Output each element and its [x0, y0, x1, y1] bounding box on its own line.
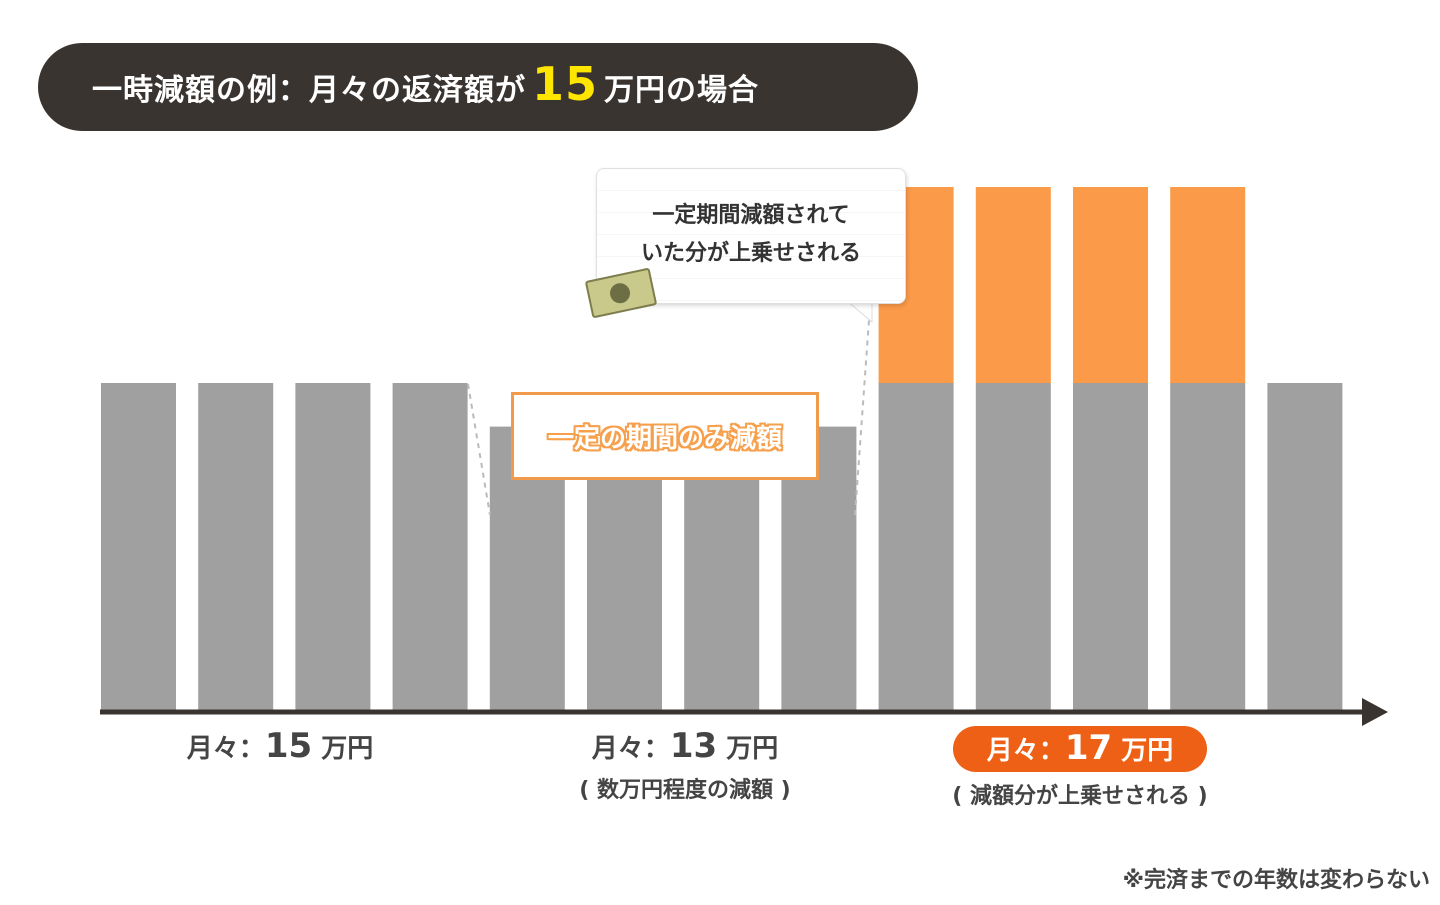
callout-line-2: いた分が上乗せされる	[640, 241, 861, 266]
bar-base-10	[975, 383, 1051, 710]
bar-base-12	[1170, 383, 1246, 710]
increased-note: ( 減額分が上乗せされる )	[952, 784, 1208, 809]
normal-unit: 万円	[312, 734, 374, 764]
increased-payment-label: 月々：17 万円 ( 減額分が上乗せされる )	[910, 726, 1250, 810]
increased-amount: 17	[1064, 728, 1113, 768]
reduced-amount: 13	[669, 726, 718, 766]
reduced-prefix: 月々：	[591, 734, 670, 764]
callout-line-1: 一定期間減額されて	[652, 203, 850, 228]
bar-base-2	[198, 383, 274, 710]
bar-base-13	[1267, 383, 1343, 710]
reduced-note: ( 数万円程度の減額 )	[579, 778, 791, 803]
bar-extra-11	[1073, 187, 1148, 383]
increased-unit: 万円	[1112, 736, 1174, 766]
bar-base-9	[878, 383, 954, 710]
bar-base-4	[392, 383, 468, 710]
reduced-unit: 万円	[717, 734, 779, 764]
increased-prefix: 月々：	[986, 736, 1065, 766]
dashed-connector-right	[854, 305, 871, 516]
reduced-period-label: 一定の期間のみ減額	[511, 392, 819, 480]
normal-amount: 15	[264, 726, 313, 766]
title-amount: 15	[532, 57, 599, 111]
title-prefix: 一時減額の例：月々の返済額が	[92, 73, 526, 108]
normal-payment-label: 月々：15 万円	[160, 726, 400, 766]
bar-base-11	[1073, 383, 1148, 710]
x-axis-arrowhead	[1362, 698, 1388, 726]
bar-extra-10	[975, 187, 1051, 383]
title-suffix: 万円の場合	[604, 73, 760, 108]
increased-pill: 月々：17 万円	[952, 726, 1208, 772]
bar-extra-12	[1170, 187, 1246, 383]
dashed-connector-left	[467, 383, 491, 516]
callout-bubble: 一定期間減額されて いた分が上乗せされる	[596, 168, 906, 304]
bar-base-3	[295, 383, 371, 710]
normal-prefix: 月々：	[186, 734, 265, 764]
chart-title-banner: 一時減額の例：月々の返済額が 15 万円の場合	[38, 43, 918, 131]
reduced-payment-label: 月々：13 万円 ( 数万円程度の減額 )	[545, 726, 825, 804]
bar-base-1	[101, 383, 176, 710]
footnote: ※完済までの年数は変わらない	[1122, 868, 1430, 893]
bars-group	[101, 187, 1343, 710]
